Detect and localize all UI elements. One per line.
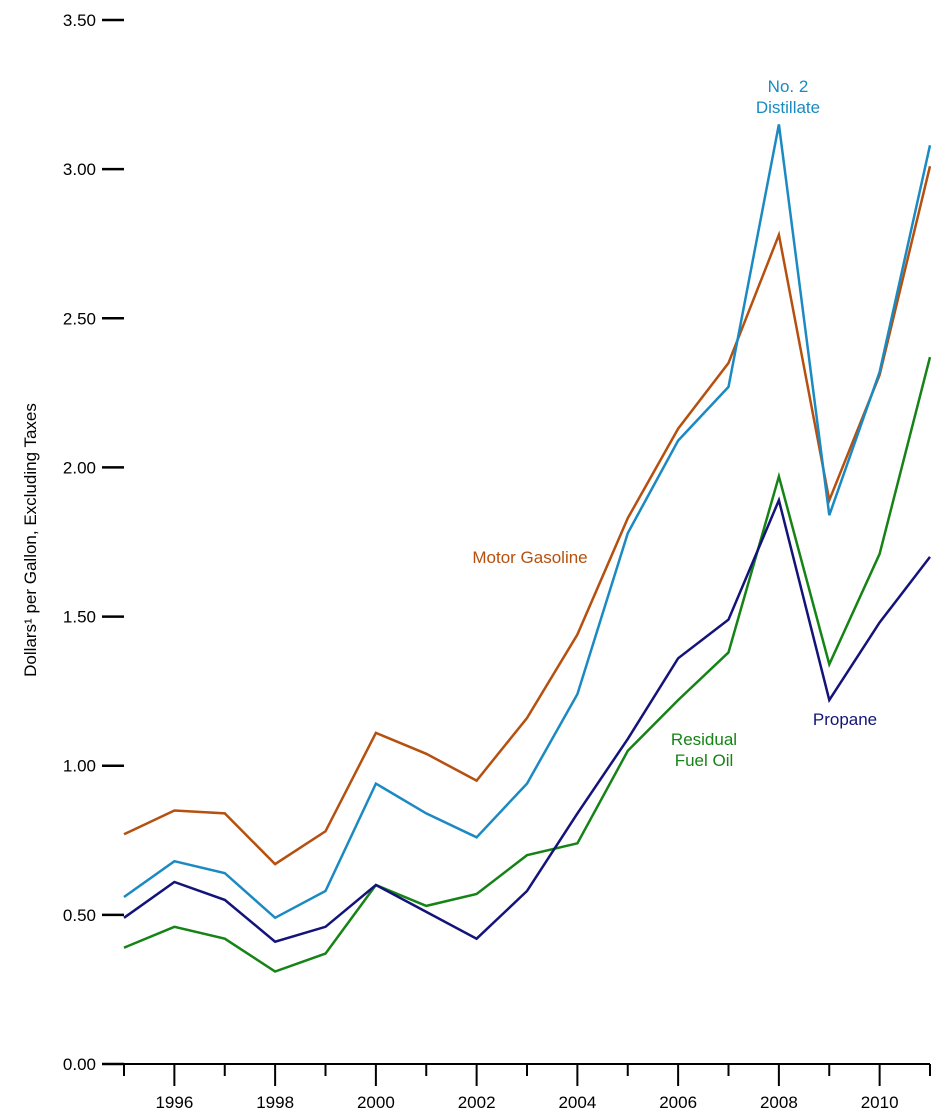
y-axis: 0.00 0.50 1.00 1.50 2.00 2.50 3.00 3.50 — [63, 11, 124, 1074]
series-labels: Motor Gasoline No. 2 Distillate Residual Fue… — [472, 77, 877, 770]
x-axis: 1996 1998 2000 2002 2004 2006 2008 2010 — [108, 1063, 931, 1112]
series-label-line: Residual — [671, 730, 737, 749]
x-tick-label: 2008 — [760, 1093, 798, 1112]
series-line-motor-gasoline — [123, 165, 931, 866]
series-label-no-2-distillate: No. 2 Distillate — [756, 77, 820, 117]
series-line-residual-fuel-oil — [123, 356, 931, 973]
y-tick-label: 2.50 — [63, 309, 96, 328]
series-label-line: Distillate — [756, 98, 820, 117]
x-tick-label: 2006 — [659, 1093, 697, 1112]
series-label-line: No. 2 — [768, 77, 809, 96]
x-tick-label: 1998 — [256, 1093, 294, 1112]
x-tick-label: 2010 — [861, 1093, 899, 1112]
series-label-motor-gasoline: Motor Gasoline — [472, 548, 587, 567]
y-tick-label: 3.00 — [63, 160, 96, 179]
y-tick-label: 3.50 — [63, 11, 96, 30]
series-lines — [123, 124, 931, 973]
y-axis-title: Dollars¹ per Gallon, Excluding Taxes — [21, 403, 40, 677]
y-tick-label: 0.00 — [63, 1055, 96, 1074]
series-label-line: Fuel Oil — [675, 751, 734, 770]
y-tick-label: 1.00 — [63, 757, 96, 776]
series-label-propane: Propane — [813, 710, 877, 729]
series-line-no-2-distillate — [123, 124, 931, 920]
series-line-propane — [123, 496, 931, 944]
y-tick-label: 1.50 — [63, 608, 96, 627]
x-tick-label: 2004 — [558, 1093, 596, 1112]
y-tick-label: 2.00 — [63, 458, 96, 477]
series-label-residual-fuel-oil: Residual Fuel Oil — [671, 730, 737, 770]
x-tick-label: 2000 — [357, 1093, 395, 1112]
series-label-line: Motor Gasoline — [472, 548, 587, 567]
y-tick-label: 0.50 — [63, 906, 96, 925]
series-label-line: Propane — [813, 710, 877, 729]
x-tick-label: 2002 — [458, 1093, 496, 1112]
x-tick-label: 1996 — [155, 1093, 193, 1112]
